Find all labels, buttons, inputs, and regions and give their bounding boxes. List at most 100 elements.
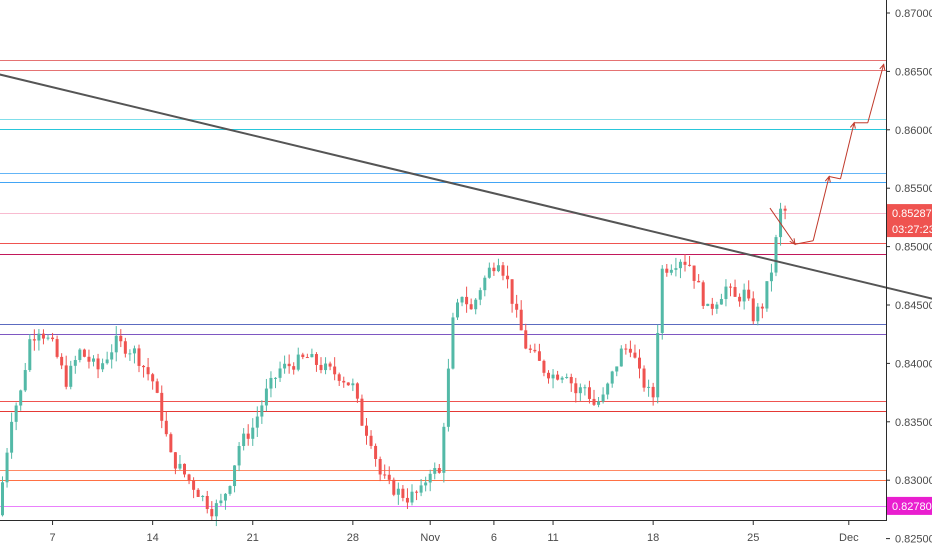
candle-body [569,377,573,384]
candle-body [142,365,146,368]
price-axis[interactable]: 0.87000 0.86500 0.86000 0.85500 0.85000 0.845… [886,8,932,546]
candle [128,349,132,361]
candle [55,335,59,359]
candle [633,344,637,359]
candle [501,262,505,281]
candle-body [396,488,400,495]
candle [769,263,773,292]
candle-body [556,374,560,380]
candle-body [187,474,191,481]
candle [460,296,464,307]
candle [592,389,596,406]
projection-connector [794,240,814,245]
candle-body [37,333,41,341]
candle [669,264,673,276]
candle-body [319,364,323,371]
candle-body [419,485,423,493]
candle-body [301,354,305,358]
candle [688,256,692,267]
candle-body [528,348,532,350]
candle-body [692,265,696,281]
candle [14,402,18,431]
candle-body [264,388,268,406]
candle [783,205,787,220]
candle-body [255,416,259,428]
candle [251,418,255,446]
candle-body [410,491,414,503]
time-tick-label: 21 [247,532,259,544]
candle-body [219,500,223,504]
candle-body [155,381,159,393]
candle-body [674,268,678,270]
candle [137,344,141,373]
candle-body [19,390,23,406]
candle [351,378,355,392]
candle-body [587,387,591,399]
candle [41,329,45,345]
candle-body [524,330,528,349]
candle [415,490,419,501]
candle-body [164,420,168,435]
marker-price-label: 0.82780 [892,501,932,513]
candle-body [633,352,637,358]
candle-body [296,354,300,370]
candle-body [201,495,205,497]
candle-body [242,433,246,447]
trendline-group [0,73,932,300]
candle [28,334,32,372]
candle [114,326,118,362]
candle [183,463,186,478]
candle [719,293,723,305]
candle [105,351,109,365]
candle-body [60,356,64,366]
candle [533,343,537,353]
candle [565,373,569,379]
candle-body [41,333,45,339]
candle-body [360,398,364,426]
candle [96,353,100,379]
candle [5,447,9,488]
candle-body [178,463,182,469]
candle-body [519,309,523,331]
candle-body [128,353,132,355]
candle-body [214,503,218,517]
price-tick-label: 0.85000 [895,242,932,254]
price-tick-label: 0.84500 [895,300,932,312]
candle-body [487,267,491,278]
candle [578,383,582,401]
candle-body [105,359,109,364]
candle [574,377,578,403]
candle [597,397,601,408]
candle [32,329,36,351]
time-axis[interactable]: 7 14 21 28 Nov 6 11 18 25 Dec [49,520,859,544]
candle-body [451,317,455,369]
candle [496,258,500,273]
candle-body [110,352,114,360]
candle-body [69,365,73,387]
candle [78,348,82,363]
price-tick-label: 0.84000 [895,358,932,370]
candle [274,377,277,389]
candle-body [733,287,737,297]
candle-body [574,383,578,394]
candle-body [660,268,664,333]
candle-body [628,348,632,353]
candle-body [701,282,705,306]
candle-body [433,468,437,474]
candle-body [32,339,36,341]
candle-body [729,286,732,288]
price-tick-label: 0.85500 [895,183,932,195]
candle [196,488,200,497]
candle [451,312,455,370]
candle [569,373,573,392]
candle-body [642,368,646,388]
candle-body [46,337,50,339]
candle [173,451,177,475]
candle-body [510,279,514,304]
time-tick-label: Nov [420,532,440,544]
candle [583,384,587,396]
projection-connector [828,176,841,180]
candle-body [738,296,742,302]
candle [483,275,487,297]
